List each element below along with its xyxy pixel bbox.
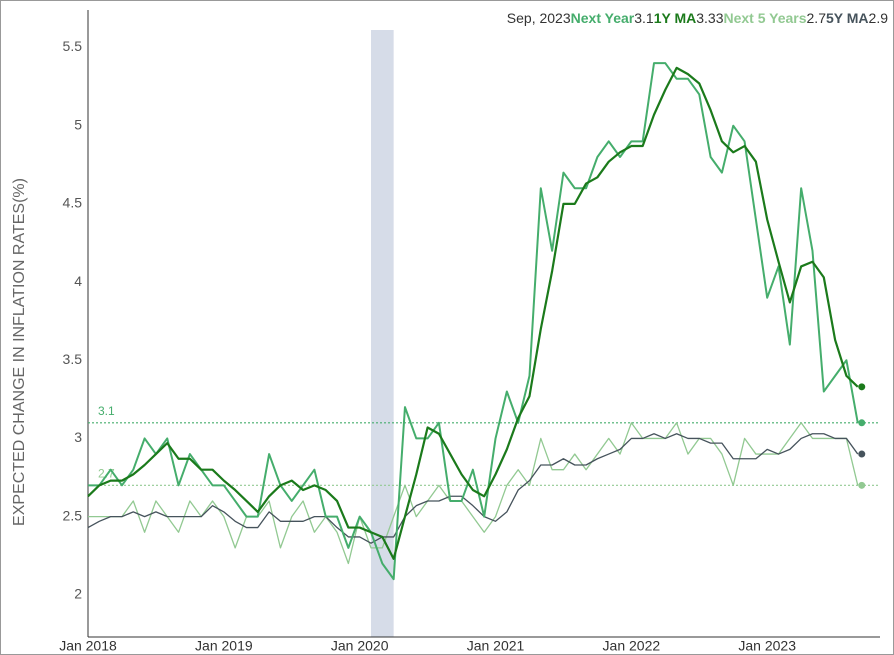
x-tick-label: Jan 2018 bbox=[59, 638, 117, 654]
series-line bbox=[87, 433, 859, 544]
y-tick-label: 5.5 bbox=[63, 38, 83, 54]
x-tick-label: Jan 2020 bbox=[331, 638, 389, 654]
series-line bbox=[88, 422, 859, 565]
header-date: Sep, 2023 bbox=[507, 10, 571, 26]
x-tick-label: Jan 2022 bbox=[603, 638, 661, 654]
y-tick-label: 3.5 bbox=[63, 351, 83, 367]
end-dot bbox=[858, 481, 866, 489]
legend-name: Next 5 Years bbox=[723, 10, 806, 26]
x-tick-label: Jan 2023 bbox=[738, 638, 796, 654]
header: Sep, 2023Next Year3.11Y MA3.33Next 5 Yea… bbox=[507, 10, 888, 26]
reference-label: 3.1 bbox=[98, 404, 115, 418]
legend-name: 5Y MA bbox=[826, 10, 869, 26]
y-tick-label: 2.5 bbox=[63, 507, 83, 523]
legend-value: 2.9 bbox=[869, 10, 889, 26]
y-tick-label: 3 bbox=[74, 429, 82, 445]
y-tick-label: 2 bbox=[74, 585, 82, 601]
y-tick-label: 4.5 bbox=[63, 195, 83, 211]
series-line bbox=[88, 62, 859, 581]
legend-value: 2.7 bbox=[807, 10, 827, 26]
legend-name: Next Year bbox=[571, 10, 635, 26]
end-dot bbox=[858, 450, 866, 458]
legend-name: 1Y MA bbox=[654, 10, 697, 26]
end-dot bbox=[858, 419, 866, 427]
legend-value: 3.1 bbox=[634, 10, 654, 26]
shaded-span bbox=[371, 30, 394, 637]
x-tick-label: Jan 2021 bbox=[467, 638, 525, 654]
x-tick-label: Jan 2019 bbox=[195, 638, 253, 654]
legend-value: 3.33 bbox=[696, 10, 723, 26]
series-line bbox=[87, 66, 859, 560]
end-dot bbox=[858, 383, 866, 391]
y-tick-label: 5 bbox=[74, 116, 82, 132]
y-tick-label: 4 bbox=[74, 273, 82, 289]
y-axis-label: EXPECTED CHANGE IN INFLATION RATES(%) bbox=[11, 178, 28, 526]
